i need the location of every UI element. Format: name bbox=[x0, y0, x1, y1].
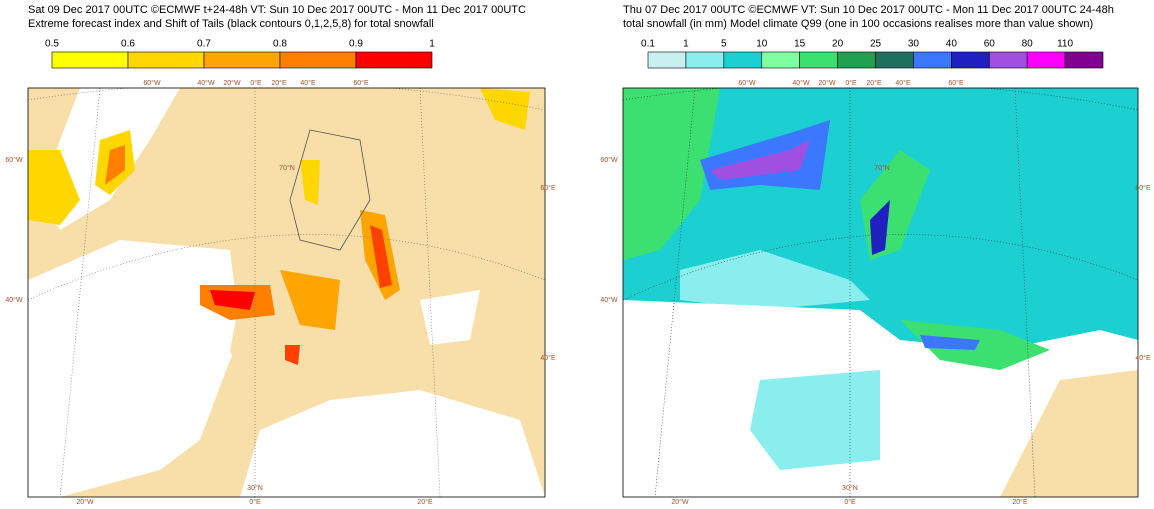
colorbar-label: 40 bbox=[946, 39, 958, 50]
colorbar-segment bbox=[647, 51, 687, 69]
map-coordinate-label: 0°E bbox=[845, 79, 857, 87]
map-coordinate-label: 40°W bbox=[197, 79, 215, 87]
colorbar-segment bbox=[203, 51, 281, 69]
panel-title: Sat 09 Dec 2017 00UTC ©ECMWF t+24-48h VT… bbox=[28, 4, 526, 16]
colorbar-segment bbox=[51, 51, 129, 69]
map-coordinate-label: 30°N bbox=[842, 484, 858, 492]
colorbar-label: 1 bbox=[429, 39, 435, 50]
colorbar-label: 0.8 bbox=[273, 39, 287, 50]
map-coordinate-label: 40°E bbox=[540, 354, 556, 362]
map-coordinate-label: 20°E bbox=[417, 498, 433, 506]
panel-title: total snowfall (in mm) Model climate Q99… bbox=[623, 18, 1093, 30]
map-coordinate-label: 0°E bbox=[249, 498, 261, 506]
colorbar-label: 10 bbox=[756, 39, 768, 50]
map-coordinate-label: 70°N bbox=[279, 164, 295, 172]
map-coordinate-label: 60°E bbox=[948, 79, 964, 87]
map-coordinate-label: 40°W bbox=[792, 79, 810, 87]
map-coordinate-label: 40°W bbox=[5, 296, 23, 304]
map-frame bbox=[27, 87, 546, 498]
panel-title: Extreme forecast index and Shift of Tail… bbox=[28, 18, 434, 30]
map-coordinate-label: 20°W bbox=[818, 79, 836, 87]
colorbar-label: 5 bbox=[721, 39, 727, 50]
map-coordinate-label: 20°W bbox=[223, 79, 241, 87]
colorbar-label: 0.5 bbox=[45, 39, 59, 50]
colorbar-segment bbox=[837, 51, 876, 69]
colorbar-segment bbox=[761, 51, 800, 69]
colorbar-label: 0.6 bbox=[121, 39, 135, 50]
map-coordinate-label: 60°E bbox=[1135, 184, 1151, 192]
map-coordinate-label: 30°N bbox=[247, 484, 263, 492]
map-coordinate-label: 40°E bbox=[895, 79, 911, 87]
map-coordinate-label: 20°W bbox=[671, 498, 689, 506]
colorbar-label: 80 bbox=[1022, 39, 1034, 50]
map-coordinate-label: 40°E bbox=[1135, 354, 1151, 362]
colorbar-segment bbox=[685, 51, 725, 69]
map-coordinate-label: 20°E bbox=[1012, 498, 1028, 506]
colorbar-segment bbox=[951, 51, 990, 69]
map-coordinate-label: 60°E bbox=[353, 79, 369, 87]
colorbar-segment bbox=[799, 51, 838, 69]
colorbar-label: 15 bbox=[794, 39, 806, 50]
map-coordinate-label: 20°E bbox=[866, 79, 882, 87]
panel-title: Thu 07 Dec 2017 00UTC ©ECMWF VT: Sun 10 … bbox=[623, 4, 1114, 16]
colorbar-label: 60 bbox=[984, 39, 996, 50]
colorbar-label: 25 bbox=[870, 39, 882, 50]
colorbar-label: 110 bbox=[1057, 39, 1073, 50]
colorbar-segment bbox=[1026, 51, 1066, 69]
colorbar-segment bbox=[1064, 51, 1104, 69]
map-coordinate-label: 40°E bbox=[300, 79, 316, 87]
colorbar-segment bbox=[875, 51, 914, 69]
colorbar-segment bbox=[279, 51, 357, 69]
efi-map bbox=[28, 88, 545, 497]
map-coordinate-label: 20°W bbox=[76, 498, 94, 506]
map-coordinate-label: 60°W bbox=[738, 79, 756, 87]
map-coordinate-label: 60°E bbox=[540, 184, 556, 192]
colorbar-label: 20 bbox=[832, 39, 844, 50]
colorbar-label: 0.9 bbox=[349, 39, 363, 50]
map-coordinate-label: 0°E bbox=[844, 498, 856, 506]
colorbar-label: 30 bbox=[908, 39, 920, 50]
colorbar-segment bbox=[127, 51, 205, 69]
colorbar-segment bbox=[988, 51, 1028, 69]
map-coordinate-label: 60°W bbox=[5, 156, 23, 164]
map-coordinate-label: 60°W bbox=[143, 79, 161, 87]
map-coordinate-label: 60°W bbox=[600, 156, 618, 164]
map-coordinate-label: 70°N bbox=[874, 164, 890, 172]
colorbar-label: 0.7 bbox=[197, 39, 211, 50]
map-coordinate-label: 0°E bbox=[250, 79, 262, 87]
colorbar-label: 0.1 bbox=[641, 39, 655, 50]
map-frame bbox=[622, 87, 1139, 498]
snowfall-map bbox=[623, 88, 1138, 497]
colorbar-segment bbox=[723, 51, 763, 69]
map-coordinate-label: 40°W bbox=[600, 296, 618, 304]
colorbar-label: 1 bbox=[683, 39, 689, 50]
colorbar-segment bbox=[355, 51, 433, 69]
colorbar-segment bbox=[913, 51, 952, 69]
map-coordinate-label: 20°E bbox=[271, 79, 287, 87]
